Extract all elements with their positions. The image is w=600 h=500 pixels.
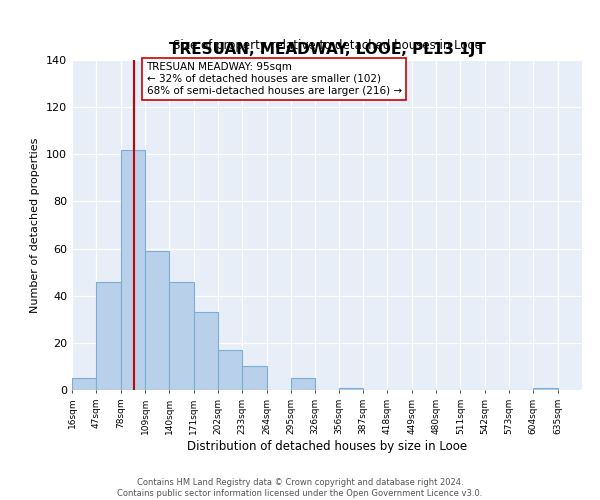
Bar	[121, 150, 145, 390]
Y-axis label: Number of detached properties: Number of detached properties	[31, 138, 40, 312]
Text: Contains HM Land Registry data © Crown copyright and database right 2024.
Contai: Contains HM Land Registry data © Crown c…	[118, 478, 482, 498]
Bar	[242, 366, 266, 390]
Bar	[194, 312, 218, 390]
Bar	[169, 282, 194, 390]
Bar	[145, 251, 169, 390]
Text: TRESUAN MEADWAY: 95sqm
← 32% of detached houses are smaller (102)
68% of semi-de: TRESUAN MEADWAY: 95sqm ← 32% of detached…	[146, 62, 401, 96]
Bar	[533, 388, 557, 390]
Bar	[218, 350, 242, 390]
Bar	[97, 282, 121, 390]
X-axis label: Distribution of detached houses by size in Looe: Distribution of detached houses by size …	[187, 440, 467, 452]
Bar	[291, 378, 315, 390]
Bar	[339, 388, 363, 390]
Bar	[72, 378, 97, 390]
Text: Size of property relative to detached houses in Looe: Size of property relative to detached ho…	[173, 39, 481, 52]
Title: TRESUAN, MEADWAY, LOOE, PL13 1JT: TRESUAN, MEADWAY, LOOE, PL13 1JT	[169, 42, 485, 58]
